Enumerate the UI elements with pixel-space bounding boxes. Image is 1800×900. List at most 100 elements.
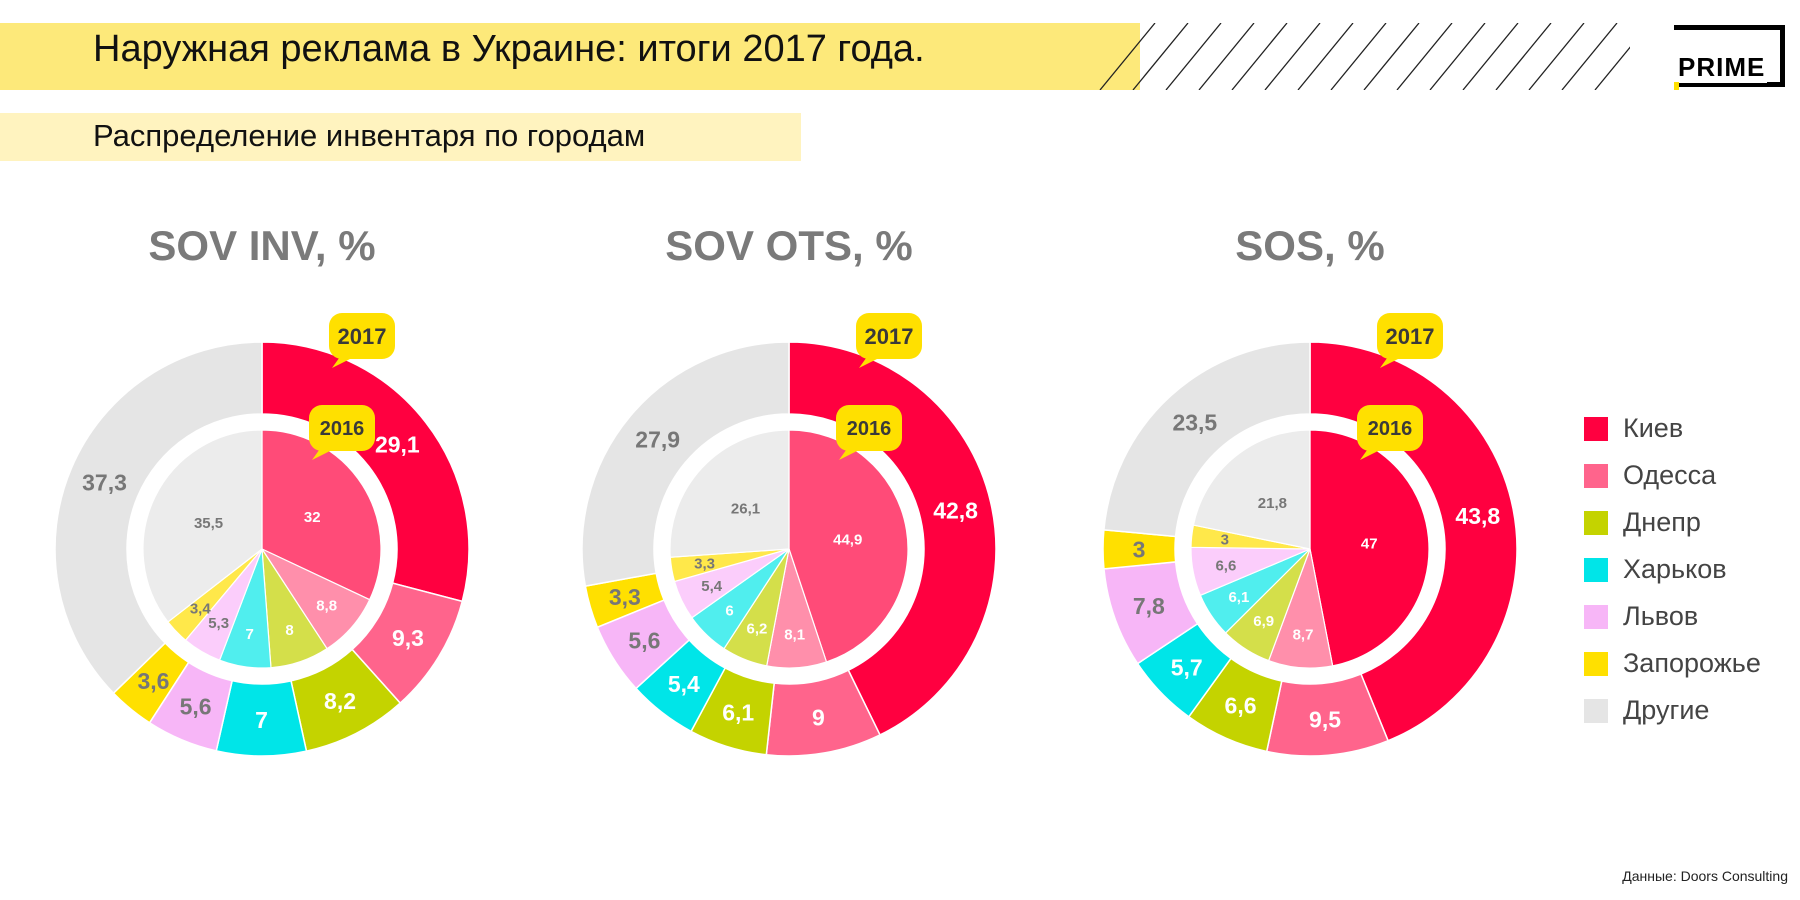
callout-pointer xyxy=(332,354,356,368)
outer-slice-label: 42,8 xyxy=(933,497,978,523)
outer-slice-label: 29,1 xyxy=(375,431,420,457)
chart-title: SOV OTS, % xyxy=(665,222,912,269)
callout-2017: 2017 xyxy=(856,313,922,368)
hatch-line xyxy=(1594,46,1630,90)
callout-bubble xyxy=(309,405,375,451)
outer-slice-label: 7,8 xyxy=(1133,593,1165,619)
outer-slice-label: 3 xyxy=(1133,536,1146,562)
outer-slice-label: 9 xyxy=(812,704,825,730)
callout-label: 2017 xyxy=(1386,324,1435,349)
legend-label: Запорожье xyxy=(1623,648,1761,678)
outer-slice-label: 5,7 xyxy=(1171,655,1203,681)
legend-swatch xyxy=(1584,557,1608,582)
chart-title: SOV INV, % xyxy=(148,222,375,269)
hatch-line xyxy=(1429,23,1486,90)
inner-slice-2016 xyxy=(261,429,382,601)
inner-slice-label: 3 xyxy=(1221,532,1229,549)
callout-2017: 2017 xyxy=(1377,313,1443,368)
callout-label: 2017 xyxy=(338,324,387,349)
callout-pointer xyxy=(1360,446,1384,460)
hatch-line xyxy=(1231,23,1288,90)
inner-slice-2016 xyxy=(142,429,263,623)
page-title: Наружная реклама в Украине: итоги 2017 г… xyxy=(93,28,925,70)
legend-swatch xyxy=(1584,463,1608,488)
callout-label: 2016 xyxy=(320,418,365,440)
legend-label: Днепр xyxy=(1623,507,1701,537)
outer-slice-label: 6,1 xyxy=(722,699,754,725)
hatch-line xyxy=(1165,23,1222,90)
legend-label: Львов xyxy=(1623,601,1699,631)
inner-slice-label: 6,2 xyxy=(747,620,768,637)
callout-bubble xyxy=(329,313,395,359)
legend-item-odessa: Одесса xyxy=(1584,452,1761,499)
legend-swatch xyxy=(1584,510,1608,535)
callout-label: 2016 xyxy=(847,418,892,440)
outer-slice-label: 3,3 xyxy=(609,584,641,610)
hatch-line xyxy=(1363,23,1420,90)
legend-item-lviv: Львов xyxy=(1584,593,1761,640)
inner-slice-label: 7 xyxy=(245,626,253,643)
hatch-line xyxy=(1462,23,1519,90)
prime-logo xyxy=(1674,25,1785,87)
outer-slice-label: 8,2 xyxy=(324,688,356,714)
callout-pointer xyxy=(839,446,863,460)
inner-slice-label: 26,1 xyxy=(731,500,760,517)
legend-label: Харьков xyxy=(1623,554,1727,584)
outer-slice-label: 23,5 xyxy=(1172,410,1217,436)
callout-bubble xyxy=(1357,405,1423,451)
inner-slice-label: 35,5 xyxy=(194,515,223,532)
callout-pointer xyxy=(859,354,883,368)
callout-2017: 2017 xyxy=(329,313,395,368)
data-source: Данные: Doors Consulting xyxy=(1622,868,1788,884)
title-bar xyxy=(0,23,1140,90)
callout-bubble xyxy=(836,405,902,451)
hatch-line xyxy=(1198,23,1255,90)
page-subtitle: Распределение инвентаря по городам xyxy=(93,118,646,153)
legend-item-kharkov: Харьков xyxy=(1584,546,1761,593)
callout-label: 2017 xyxy=(865,324,914,349)
inner-slice-label: 8,7 xyxy=(1293,626,1314,643)
hatch-decoration xyxy=(1099,23,1630,90)
callout-2016: 2016 xyxy=(1357,405,1423,460)
outer-slice-label: 43,8 xyxy=(1455,503,1500,529)
outer-slice-2017 xyxy=(1309,341,1518,742)
callout-pointer xyxy=(312,446,336,460)
inner-slice-2016 xyxy=(788,429,909,663)
subtitle-bar xyxy=(0,113,801,161)
outer-slice-2017 xyxy=(788,341,997,736)
hatch-line xyxy=(1330,23,1387,90)
callout-label: 2016 xyxy=(1368,418,1413,440)
outer-slice-label: 37,3 xyxy=(82,469,127,495)
callout-pointer xyxy=(1380,354,1404,368)
hatch-line xyxy=(1396,23,1453,90)
inner-slice-label: 5,3 xyxy=(208,615,229,632)
inner-slice-label: 6 xyxy=(725,603,733,620)
outer-slice-label: 3,6 xyxy=(138,668,170,694)
legend-label: Киев xyxy=(1623,413,1684,443)
legend-item-dnepr: Днепр xyxy=(1584,499,1761,546)
outer-slice-label: 5,6 xyxy=(628,627,660,653)
outer-slice-label: 6,6 xyxy=(1225,692,1257,718)
inner-slice-label: 5,4 xyxy=(701,578,723,595)
inner-slice-2016 xyxy=(1192,429,1311,550)
legend-label: Одесса xyxy=(1623,460,1717,490)
inner-slice-label: 3,3 xyxy=(694,556,715,573)
outer-slice-2017 xyxy=(54,341,263,695)
outer-slice-2017 xyxy=(581,341,790,588)
hatch-line xyxy=(1099,23,1156,90)
inner-slice-label: 6,9 xyxy=(1253,613,1274,630)
legend-swatch xyxy=(1584,416,1608,441)
callout-2016: 2016 xyxy=(309,405,375,460)
legend-swatch xyxy=(1584,604,1608,629)
outer-slice-2017 xyxy=(1103,341,1311,538)
inner-slice-label: 8 xyxy=(285,622,293,639)
hatch-line xyxy=(1297,23,1354,90)
inner-slice-label: 6,1 xyxy=(1228,589,1249,606)
hatch-line xyxy=(1132,23,1189,90)
hatch-line xyxy=(1495,23,1552,90)
outer-slice-label: 9,5 xyxy=(1309,706,1341,732)
inner-slice-2016 xyxy=(1309,429,1430,667)
hatch-line xyxy=(1264,23,1321,90)
outer-slice-label: 5,4 xyxy=(668,671,700,697)
